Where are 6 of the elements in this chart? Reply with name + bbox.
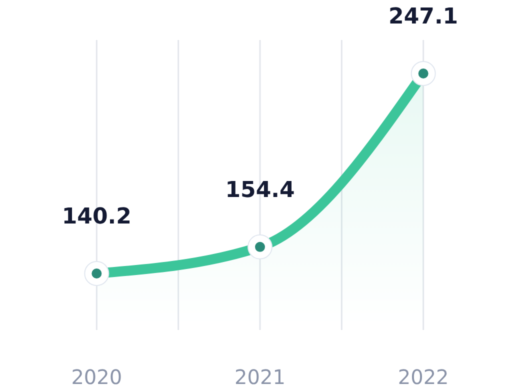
x-tick-label: 2020 — [71, 365, 122, 388]
data-label: 247.1 — [388, 4, 458, 30]
data-label: 140.2 — [62, 204, 132, 230]
x-tick-label: 2022 — [398, 365, 449, 388]
x-tick-label: 2021 — [234, 365, 286, 388]
data-label: 154.4 — [225, 178, 295, 203]
